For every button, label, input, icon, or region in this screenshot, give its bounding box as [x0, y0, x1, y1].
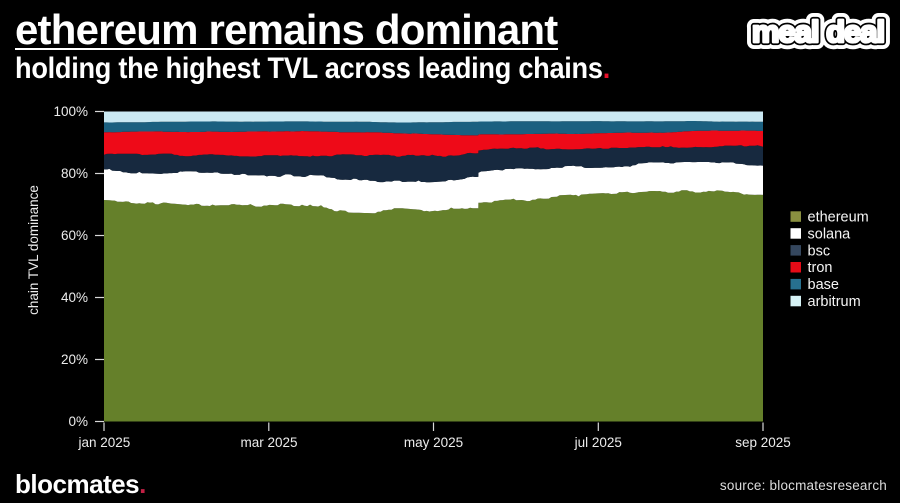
svg-text:chain TVL dominance: chain TVL dominance [26, 185, 41, 315]
svg-text:meal deal: meal deal [752, 14, 884, 49]
svg-text:jan 2025: jan 2025 [77, 435, 130, 450]
svg-text:jul 2025: jul 2025 [574, 435, 622, 450]
svg-text:tron: tron [808, 260, 833, 276]
svg-text:arbitrum: arbitrum [808, 294, 861, 310]
svg-text:ethereum: ethereum [808, 210, 869, 226]
svg-text:20%: 20% [61, 352, 88, 367]
svg-text:0%: 0% [68, 414, 88, 429]
svg-text:meal deal: meal deal [752, 14, 884, 49]
svg-text:base: base [808, 277, 839, 293]
svg-text:sep 2025: sep 2025 [735, 435, 791, 450]
svg-text:may 2025: may 2025 [404, 435, 463, 450]
svg-text:60%: 60% [61, 228, 88, 243]
svg-text:bsc: bsc [808, 243, 831, 259]
svg-text:mar 2025: mar 2025 [240, 435, 297, 450]
svg-text:meal deal: meal deal [752, 14, 884, 49]
svg-text:solana: solana [808, 226, 852, 242]
svg-text:80%: 80% [61, 166, 88, 181]
svg-text:40%: 40% [61, 290, 88, 305]
svg-text:100%: 100% [53, 104, 88, 119]
